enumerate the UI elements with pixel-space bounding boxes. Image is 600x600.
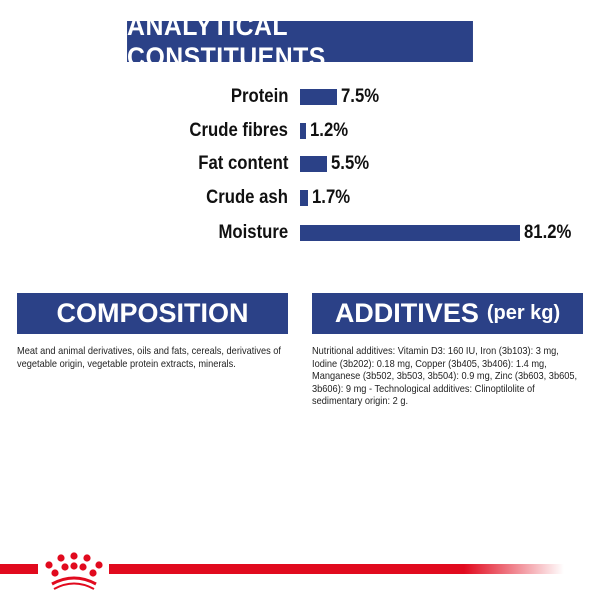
footer-line-left	[0, 564, 38, 574]
constituent-value: 1.2%	[309, 120, 348, 141]
constituent-row: Protein 7.5%	[0, 84, 600, 110]
constituent-label: Crude ash	[206, 187, 288, 208]
constituent-value: 1.7%	[312, 187, 351, 208]
constituent-bar	[300, 190, 309, 206]
constituent-value: 5.5%	[330, 153, 370, 174]
constituent-value: 7.5%	[340, 86, 379, 107]
constituent-label: Protein	[230, 86, 288, 107]
constituent-row: Crude ash 1.7%	[0, 185, 600, 211]
composition-heading: COMPOSITION	[17, 293, 288, 334]
constituent-value: 81.2%	[524, 222, 572, 243]
constituent-row: Crude fibres 1.2%	[0, 118, 600, 144]
constituent-bar	[300, 123, 306, 139]
footer-line-right	[109, 564, 564, 574]
composition-heading-text: COMPOSITION	[56, 298, 249, 328]
additives-heading: ADDITIVES (per kg)	[312, 293, 583, 334]
additives-heading-text: ADDITIVES	[334, 298, 479, 328]
constituent-bar	[300, 89, 337, 105]
constituent-label: Fat content	[197, 153, 288, 174]
constituent-bar	[300, 156, 327, 172]
composition-text: Meat and animal derivatives, oils and fa…	[17, 345, 281, 370]
additives-text: Nutritional additives: Vitamin D3: 160 I…	[312, 345, 578, 407]
constituent-row: Moisture 81.2%	[0, 220, 600, 246]
constituent-bar	[300, 225, 520, 241]
constituent-label: Moisture	[218, 222, 288, 243]
constituent-row: Fat content 5.5%	[0, 151, 600, 177]
constituent-label: Crude fibres	[189, 120, 288, 141]
additives-heading-suffix: (per kg)	[486, 302, 561, 324]
crown-logo-icon	[45, 552, 103, 590]
page-title: ANALYTICAL CONSTITUENTS	[127, 11, 473, 72]
